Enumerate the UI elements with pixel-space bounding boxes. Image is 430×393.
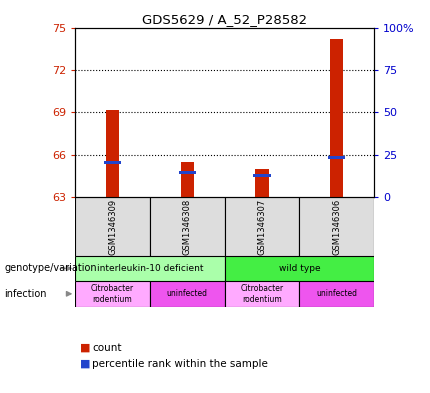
- Bar: [299, 281, 374, 307]
- Bar: [224, 197, 299, 255]
- Bar: [299, 197, 374, 255]
- Bar: [328, 156, 345, 160]
- Bar: [75, 281, 150, 307]
- Text: percentile rank within the sample: percentile rank within the sample: [92, 358, 268, 369]
- Text: Citrobacter
rodentium: Citrobacter rodentium: [240, 284, 284, 303]
- Text: ■: ■: [80, 358, 90, 369]
- Bar: [150, 197, 224, 255]
- Text: count: count: [92, 343, 122, 353]
- Bar: [330, 39, 344, 197]
- Bar: [178, 171, 196, 174]
- Bar: [181, 162, 194, 197]
- Bar: [224, 281, 299, 307]
- Bar: [75, 255, 224, 281]
- Text: Citrobacter
rodentium: Citrobacter rodentium: [91, 284, 134, 303]
- Text: uninfected: uninfected: [316, 289, 357, 298]
- Text: GSM1346308: GSM1346308: [183, 198, 192, 255]
- Bar: [253, 174, 271, 177]
- Bar: [150, 281, 224, 307]
- Text: wild type: wild type: [279, 264, 320, 273]
- Text: uninfected: uninfected: [167, 289, 208, 298]
- Bar: [224, 255, 374, 281]
- Text: infection: infection: [4, 289, 47, 299]
- Bar: [106, 110, 120, 197]
- Bar: [75, 197, 150, 255]
- Text: genotype/variation: genotype/variation: [4, 263, 97, 274]
- Text: ■: ■: [80, 343, 90, 353]
- Text: GSM1346307: GSM1346307: [258, 198, 267, 255]
- Text: GSM1346309: GSM1346309: [108, 198, 117, 255]
- Text: GSM1346306: GSM1346306: [332, 198, 341, 255]
- Bar: [104, 161, 121, 164]
- Bar: [255, 169, 269, 197]
- Title: GDS5629 / A_52_P28582: GDS5629 / A_52_P28582: [142, 13, 307, 26]
- Text: interleukin-10 deficient: interleukin-10 deficient: [97, 264, 203, 273]
